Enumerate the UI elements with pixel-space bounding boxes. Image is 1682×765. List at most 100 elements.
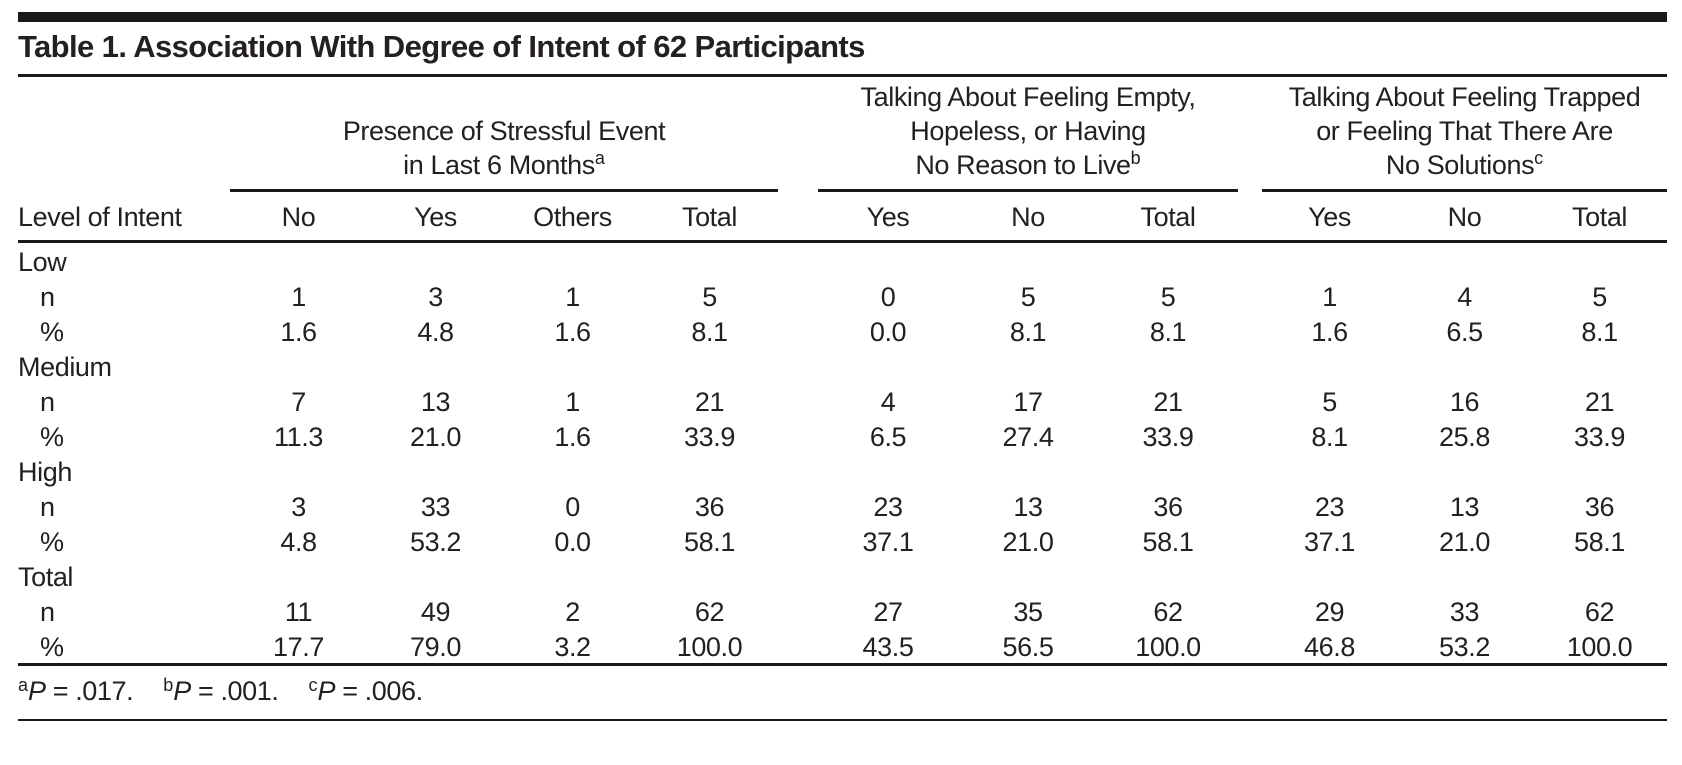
value-cell bbox=[958, 558, 1098, 593]
value-cell: 1 bbox=[1322, 282, 1337, 312]
value-cell bbox=[504, 242, 641, 279]
column-gap bbox=[1238, 453, 1262, 488]
value-cell bbox=[367, 558, 504, 593]
row-label: n bbox=[40, 282, 55, 312]
row-label: n bbox=[40, 492, 55, 522]
value-cell: 58.1 bbox=[684, 527, 735, 557]
footnote-item: aP = .017. bbox=[18, 675, 134, 706]
value-cell bbox=[1397, 348, 1532, 383]
column-gap bbox=[778, 80, 818, 191]
group-header-line: Talking About Feeling Trapped bbox=[1288, 82, 1641, 112]
section-row: Medium bbox=[18, 348, 1667, 383]
column-gap bbox=[1238, 383, 1262, 418]
value-cell bbox=[230, 242, 367, 279]
value-cell bbox=[504, 558, 641, 593]
p-value-symbol: P bbox=[173, 676, 191, 706]
value-cell: 3.2 bbox=[504, 628, 641, 666]
value-cell: 43.5 bbox=[818, 628, 958, 666]
value-cell: 1 bbox=[565, 387, 580, 417]
value-cell: 17 bbox=[1013, 387, 1043, 417]
column-header-row: Level of Intent No Yes Others Total Yes No Tota… bbox=[18, 190, 1668, 243]
value-cell: 8.1 bbox=[1581, 317, 1618, 347]
column-gap bbox=[1238, 418, 1262, 453]
value-cell: 27 bbox=[873, 597, 903, 627]
value-cell: 1.6 bbox=[280, 317, 317, 347]
value-cell: 2 bbox=[565, 597, 580, 627]
value-cell: 1.6 bbox=[554, 317, 591, 347]
value-cell: 1 bbox=[291, 282, 306, 312]
value-cell: 21 bbox=[1153, 387, 1183, 417]
column-gap bbox=[778, 593, 818, 628]
value-cell: 37.1 bbox=[862, 527, 914, 557]
row-label: % bbox=[40, 527, 64, 557]
column-gap bbox=[1238, 348, 1262, 383]
value-cell: 36 bbox=[1584, 492, 1615, 522]
value-cell bbox=[230, 558, 367, 593]
value-cell bbox=[1532, 348, 1667, 383]
value-cell: 8.1 bbox=[691, 317, 728, 347]
value-cell: 58.1 bbox=[1574, 527, 1625, 557]
value-cell: 0.0 bbox=[554, 527, 591, 557]
row-label: % bbox=[18, 628, 230, 666]
row-label: Total bbox=[18, 562, 74, 592]
value-cell bbox=[958, 242, 1098, 279]
footnote-marker: c bbox=[1534, 148, 1544, 168]
value-cell: 56.5 bbox=[958, 628, 1098, 666]
column-header: Total bbox=[641, 190, 778, 243]
value-cell: 4.8 bbox=[417, 317, 454, 347]
column-gap bbox=[778, 628, 818, 666]
value-cell: 100.0 bbox=[1532, 628, 1668, 666]
value-cell: 5 bbox=[1020, 282, 1036, 312]
value-cell: 8.1 bbox=[1311, 422, 1348, 452]
value-cell bbox=[1262, 453, 1397, 488]
value-cell bbox=[818, 242, 958, 279]
group-header-line: Hopeless, or Having bbox=[910, 116, 1146, 146]
value-cell: 25.8 bbox=[1439, 422, 1490, 452]
data-row: % 11.3 21.0 1.6 33.9 6.5 27.4 33.9 8.1 25.8 33.9 bbox=[18, 418, 1667, 453]
group-header-line: Presence of Stressful Event bbox=[342, 116, 666, 146]
column-gap bbox=[1238, 190, 1263, 243]
column-gap bbox=[778, 348, 818, 383]
value-cell: 33.9 bbox=[1574, 422, 1625, 452]
column-header: Total bbox=[1098, 190, 1239, 243]
value-cell bbox=[1532, 453, 1667, 488]
value-cell: 21.0 bbox=[410, 422, 461, 452]
data-row: % 4.8 53.2 0.0 58.1 37.1 21.0 58.1 37.1 21.0 58.1 bbox=[18, 523, 1667, 558]
value-cell bbox=[367, 453, 504, 488]
value-cell: 16 bbox=[1449, 387, 1480, 417]
value-cell: 33.9 bbox=[684, 422, 735, 452]
table-footnotes: aP = .017. bP = .001. cP = .006. bbox=[18, 666, 1667, 721]
value-cell: 100.0 bbox=[1098, 628, 1239, 666]
column-gap bbox=[1238, 593, 1262, 628]
value-cell: 53.2 bbox=[410, 527, 461, 557]
value-cell: 11 bbox=[284, 597, 313, 627]
column-gap bbox=[1238, 278, 1262, 313]
column-gap bbox=[778, 453, 818, 488]
value-cell: 21 bbox=[694, 387, 725, 417]
value-cell: 1 bbox=[565, 282, 580, 312]
data-table: Presence of Stressful Event in Last 6 Mon… bbox=[18, 80, 1668, 666]
value-cell bbox=[1397, 453, 1532, 488]
value-cell: 0 bbox=[565, 492, 580, 522]
value-cell: 8.1 bbox=[1149, 317, 1187, 347]
value-cell: 27.4 bbox=[1002, 422, 1054, 452]
value-cell: 13 bbox=[420, 387, 451, 417]
value-cell: 17.7 bbox=[230, 628, 367, 666]
value-cell bbox=[818, 558, 958, 593]
value-cell bbox=[367, 348, 504, 383]
group-header-line: in Last 6 Monthsa bbox=[403, 148, 605, 180]
value-cell: 5 bbox=[1322, 387, 1337, 417]
column-header: No bbox=[1397, 190, 1533, 243]
column-gap bbox=[1238, 523, 1262, 558]
value-cell: 6.5 bbox=[1446, 317, 1483, 347]
group-header: Presence of Stressful Event in Last 6 Mon… bbox=[230, 80, 778, 192]
group-header-line: No Reason to Liveb bbox=[915, 148, 1141, 180]
value-cell: 3 bbox=[428, 282, 443, 312]
value-cell bbox=[504, 348, 641, 383]
value-cell: 49 bbox=[420, 597, 451, 627]
section-row: Low bbox=[18, 242, 1667, 279]
value-cell: 8.1 bbox=[1009, 317, 1047, 347]
value-cell bbox=[1532, 558, 1667, 593]
value-cell: 11.3 bbox=[274, 422, 323, 452]
